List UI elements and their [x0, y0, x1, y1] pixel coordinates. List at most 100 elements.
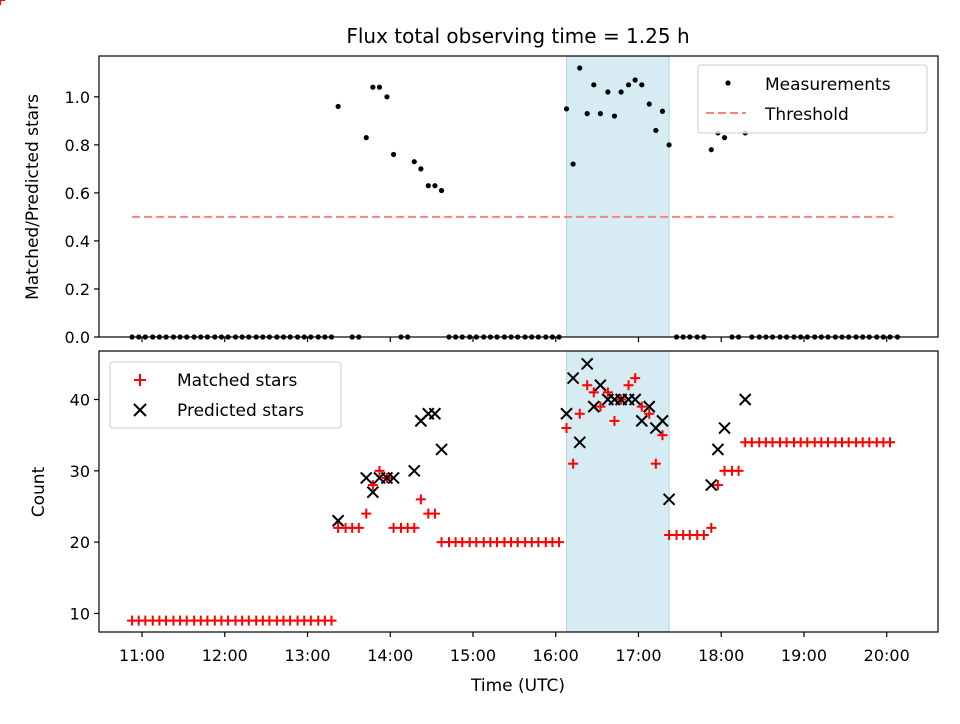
predicted-point [387, 471, 400, 485]
measurement-point [390, 151, 397, 158]
x-tick-label: 11:00 [119, 646, 165, 665]
matched-point [602, 387, 613, 398]
top-panel: 0.0 0.2 0.4 0.6 0.8 1.0 Matched/Predicted sta… [23, 55, 939, 347]
matched-point [561, 423, 572, 434]
x-tick-label: 16:00 [533, 646, 579, 665]
measurement-points [129, 65, 901, 340]
predicted-point [573, 436, 586, 449]
measurement-point [425, 183, 431, 189]
matched-point [650, 458, 661, 469]
predicted-point [662, 493, 676, 506]
top-ylabel: Matched/Predicted stars [23, 94, 43, 300]
predicted-point [628, 393, 642, 406]
y-tick-label: 40 [70, 390, 90, 409]
measurement-point [721, 135, 728, 141]
predicted-point [656, 414, 669, 428]
legend-matched-label: Matched stars [177, 371, 297, 391]
top-legend: Measurements Threshold [697, 64, 928, 134]
matched-point [326, 615, 337, 626]
y-tick-label: 0.8 [65, 136, 90, 155]
y-tick-label: 20 [70, 533, 90, 552]
matched-point [644, 408, 655, 419]
y-tick-label: 0.4 [65, 232, 90, 251]
measurement-point [577, 65, 583, 71]
predicted-point [428, 407, 442, 420]
top-legend-box [697, 64, 928, 134]
bottom-highlight-span [565, 350, 670, 633]
measurement-point [376, 84, 383, 90]
predicted-point [739, 393, 752, 406]
matched-point [415, 494, 426, 505]
x-tick-label: 14:00 [367, 646, 413, 665]
measurement-point [370, 84, 376, 90]
x-tick-label: 19:00 [781, 646, 827, 665]
measurement-point [632, 77, 638, 83]
measurement-point [666, 142, 672, 148]
predicted-point [635, 414, 648, 428]
measurement-point [618, 89, 624, 95]
matched-point [698, 530, 709, 541]
x-tick-label: 15:00 [450, 646, 496, 665]
measurement-point [563, 106, 570, 112]
bottom-legend-box [109, 361, 342, 429]
matched-point [588, 387, 599, 398]
predicted-point [587, 400, 601, 413]
measurement-point [418, 166, 424, 172]
matched-point [0, 0, 5, 5]
measurement-point [625, 82, 632, 88]
measurement-point [708, 147, 714, 153]
matched-point [712, 480, 723, 491]
measurement-point [384, 94, 390, 100]
y-tick-label: 10 [70, 604, 90, 623]
matched-point [885, 437, 896, 448]
legend-measurements-label: Measurements [765, 75, 891, 95]
legend-threshold-label: Threshold [764, 105, 849, 125]
top-x-ticks [141, 337, 888, 342]
measurement-point [335, 103, 341, 110]
matched-point [595, 401, 606, 412]
x-tick-label: 18:00 [698, 646, 744, 665]
predicted-point [643, 400, 656, 413]
matched-point [554, 537, 565, 548]
matched-point [706, 522, 717, 533]
measurement-point [438, 187, 445, 194]
measurement-point [646, 101, 652, 107]
y-tick-label: 0.2 [65, 280, 90, 299]
bottom-ylabel: Count [29, 466, 49, 517]
x-tick-label: 12:00 [202, 646, 248, 665]
predicted-point [408, 464, 421, 478]
predicted-point [360, 471, 373, 485]
matched-points [0, 0, 896, 626]
bottom-axes-frame [98, 350, 939, 633]
legend-predicted-label: Predicted stars [177, 401, 304, 421]
matched-point [733, 465, 744, 476]
chart-title: Flux total observing time = 1.25 h [346, 24, 689, 48]
matched-point [609, 415, 620, 426]
legend-measurements-marker [725, 80, 731, 86]
predicted-point [718, 421, 731, 435]
measurement-point [597, 111, 604, 117]
predicted-point [331, 514, 345, 527]
measurement-point [584, 111, 590, 117]
matched-point [353, 522, 364, 533]
measurement-point [611, 113, 618, 119]
y-tick-label: 1.0 [65, 88, 90, 107]
matched-point [361, 508, 372, 519]
matched-point [574, 408, 585, 419]
y-tick-label: 30 [70, 462, 90, 481]
top-y-ticks: 0.0 0.2 0.4 0.6 0.8 1.0 [65, 88, 99, 347]
y-tick-label: 0.0 [65, 328, 90, 347]
matched-point [429, 508, 440, 519]
measurement-point [411, 159, 417, 165]
x-tick-label: 20:00 [864, 646, 910, 665]
matched-point [374, 465, 385, 476]
predicted-point [705, 478, 718, 492]
measurement-point [363, 135, 369, 141]
predicted-point [435, 443, 448, 456]
matched-point [657, 430, 668, 441]
measurement-point [591, 82, 597, 88]
top-axes-frame [98, 55, 939, 338]
predicted-point [566, 371, 580, 385]
